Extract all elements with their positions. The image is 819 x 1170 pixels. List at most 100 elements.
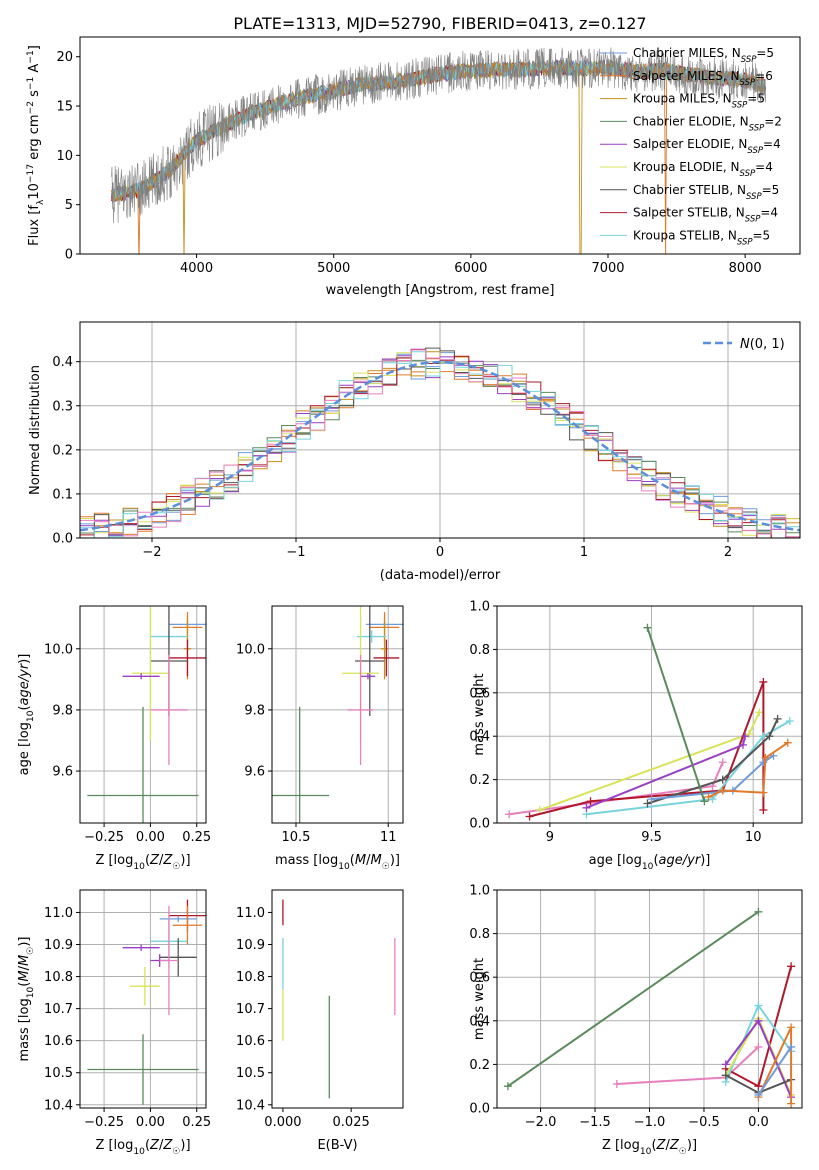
x-tick-label: −1.5 [579, 1115, 611, 1130]
errorbar-sa_stelib [373, 639, 400, 677]
y-tick-label: 10.8 [44, 970, 73, 985]
legend-label-kr_miles: Kroupa MILES, NSSP=5 [633, 92, 765, 111]
point-marker [718, 758, 727, 767]
y-tick-label: 0.4 [469, 1014, 490, 1029]
errorbar-kr_elodie [130, 966, 160, 1006]
point-marker [505, 810, 514, 819]
x-tick-label: 0.25 [182, 1115, 211, 1130]
legend-label-kr_stelib: Kroupa STELIB, NSSP=5 [633, 228, 770, 247]
y-axis-label: Normed distribution [28, 365, 43, 495]
label-part: 10 [26, 987, 36, 999]
label-part: )] [700, 853, 710, 868]
legend-label-sa_stelib: Salpeter STELIB, NSSP=4 [633, 206, 778, 225]
spectrum-traces [111, 47, 766, 254]
normal-curve [80, 360, 800, 532]
errorbar-ch_stelib [355, 606, 385, 717]
label-part: 10 [26, 710, 36, 722]
point-marker [708, 795, 717, 804]
point-marker [704, 792, 713, 801]
y-tick-label: 0.2 [469, 773, 490, 788]
y-tick-label: 10.5 [44, 1066, 73, 1081]
x-tick-label: 6000 [454, 261, 487, 276]
histogram-group [80, 347, 800, 538]
point-marker [739, 740, 748, 749]
legend-suffix: =4 [763, 137, 781, 151]
y-tick-label: 0.0 [469, 1102, 490, 1117]
label-part: erg cm [27, 114, 42, 163]
x-tick-label: −1.0 [634, 1115, 666, 1130]
y-tick-label: 9.6 [244, 765, 265, 780]
y-tick-label: 10.9 [44, 938, 73, 953]
series-ch_elodie [503, 907, 763, 1091]
x-axis-label: Z [log10(Z/Z☉)] [95, 853, 190, 872]
legend-suffix: =4 [755, 160, 773, 174]
y-tick-label: 11.0 [236, 906, 265, 921]
series-sa_miles [754, 1023, 796, 1108]
label-part: −1 [26, 50, 36, 63]
legend-suffix: =5 [756, 46, 774, 60]
label-part: age/yr [659, 853, 702, 868]
legend-text: Chabrier STELIB, N [633, 183, 746, 197]
legend-label-sa_miles: Salpeter MILES, NSSP=6 [633, 69, 773, 88]
x-axis-label: Z [log10(Z/Z☉)] [602, 1138, 697, 1157]
y-tick-label: 0.2 [52, 443, 73, 458]
legend-text: Kroupa STELIB, N [633, 228, 737, 242]
y-tick-label: 10.0 [236, 642, 265, 657]
label-part: ☉ [172, 862, 180, 872]
y-tick-label: 9.8 [244, 703, 265, 718]
x-tick-label: 0.025 [333, 1115, 370, 1130]
mass_vs_ebv-axes: 0.000 0.025 10.4 10.5 10.6 10.7 10.8 10.9 11.0 [236, 906, 370, 1130]
age_vs_Z-axes: −0.25 0.00 0.25 9.6 9.8 10.0 [44, 606, 211, 845]
series-line [586, 720, 791, 816]
label-part: ☉ [382, 862, 390, 872]
legend-subscript: SSP [740, 78, 756, 88]
point-marker [785, 717, 794, 726]
x-tick-label: 1 [580, 545, 588, 560]
label-part: )] [180, 1138, 190, 1153]
histogram-pink [80, 349, 800, 538]
y-tick-label: 0.3 [52, 399, 73, 414]
x-axis-label: (data-model)/error [380, 568, 501, 583]
point-marker [765, 732, 774, 741]
x-axis-label: wavelength [Angstrom, rest frame] [326, 283, 555, 298]
label-part: ( [350, 853, 355, 868]
point-marker [773, 714, 782, 723]
errorbar-ch_elodie [87, 1034, 199, 1105]
x-tick-label: 4000 [180, 261, 213, 276]
series-kr_stelib [582, 717, 794, 819]
errorbar-kr_stelib [356, 630, 387, 643]
legend-suffix: =5 [747, 92, 765, 106]
point-marker [754, 1016, 763, 1025]
legend-subscript: SSP [746, 192, 762, 202]
series-sa_elodie [582, 732, 750, 812]
x-tick-label: 0.00 [136, 830, 165, 845]
series-line [651, 754, 775, 801]
label-part: Z [log [602, 1138, 640, 1153]
x-axis-label: Z [log10(Z/Z☉)] [95, 1138, 190, 1157]
errorbar-pink [159, 906, 179, 1016]
y-tick-label: 0.8 [469, 643, 490, 658]
mass_vs_Z-axes: −0.25 0.00 0.25 10.4 10.5 10.6 10.7 10.8 10.9 11.… [44, 890, 211, 1130]
y-tick-label: 0.2 [469, 1058, 490, 1073]
y-tick-label: 0.0 [52, 532, 73, 547]
label-part: N [740, 337, 750, 352]
y-tick-label: 10.5 [236, 1066, 265, 1081]
legend-label-ch_miles: Chabrier MILES, NSSP=5 [633, 46, 774, 65]
series-sa_miles [704, 738, 792, 801]
y-tick-label: 10.0 [44, 642, 73, 657]
y-axis-label: Flux [fλ10−17 erg cm−2 s−1 A−1] [26, 45, 46, 246]
series-line [509, 761, 724, 816]
point-marker [787, 962, 796, 971]
y-tick-label: 0.8 [469, 927, 490, 942]
label-part: )] [17, 937, 32, 947]
label-part: mass [log [17, 998, 32, 1061]
legend-text: Salpeter ELODIE, N [633, 137, 747, 151]
point-marker [582, 803, 591, 812]
point-marker [759, 788, 768, 797]
label-part: age [log [589, 853, 642, 868]
label-part: ] [27, 45, 42, 50]
errorbar-pink [150, 654, 188, 765]
point-marker [754, 907, 763, 916]
legend-subscript: SSP [740, 169, 756, 179]
x-tick-label: 0 [436, 545, 444, 560]
